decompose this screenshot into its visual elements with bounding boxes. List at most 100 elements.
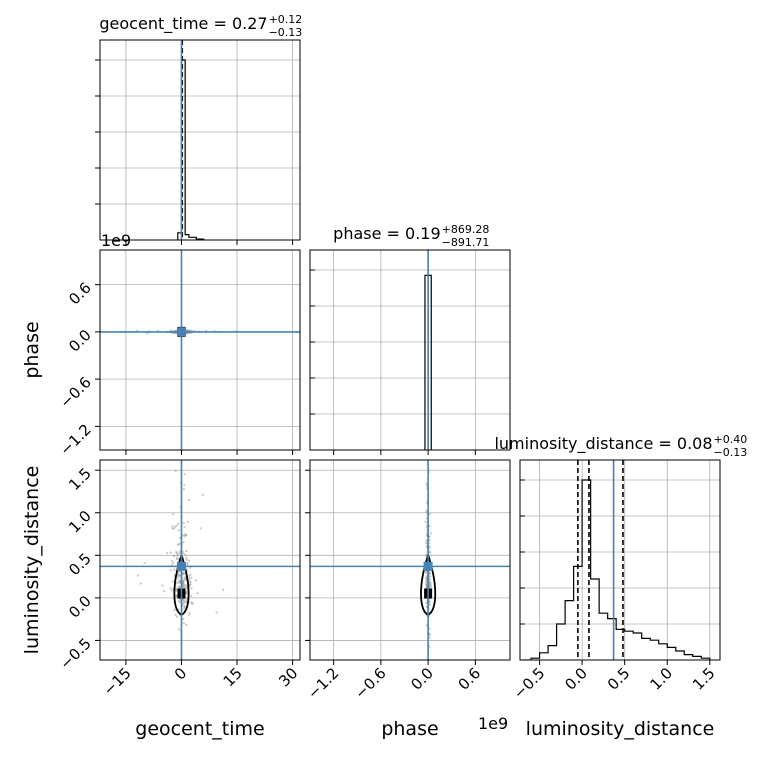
scatter-point [424,577,427,580]
scatter-point [175,557,178,560]
scatter-point [146,332,149,335]
scatter-point [175,589,178,592]
axes-frame [309,249,511,451]
scatter-point [188,577,191,580]
scatter-point [429,575,432,578]
scatter-point [175,581,178,584]
scatter-point [182,521,185,525]
scatter-point [178,551,181,555]
scatter-point [186,520,190,523]
x-label-geocent-time: geocent_time [135,718,264,740]
scatter-point [183,583,187,586]
scatter-point [425,484,428,487]
y-tick-label-phase: 0.0 [65,326,95,356]
scatter-point [428,546,431,549]
scatter-point [424,580,428,583]
x-tick-label-geocent_time: −15 [100,664,135,699]
scatter-point [176,543,179,546]
scatter-point [183,604,186,607]
panel-geocent_time-phase [100,250,300,450]
x-label-luminosity-distance: luminosity_distance [526,718,715,740]
scatter-point [177,581,180,584]
scatter-point [161,584,164,587]
scatter-point [171,580,174,583]
truth-marker [423,561,433,571]
y-tick-label-phase: 0.6 [65,279,95,309]
y-tick-label-phase: −1.2 [56,420,94,458]
scatter-point [190,587,193,590]
scatter-point [428,581,432,584]
x-tick-label-luminosity_distance: 1.5 [689,664,719,694]
scatter-point [162,590,166,593]
scatter-point [222,588,225,591]
scatter-point [143,561,146,565]
x-tick-label-luminosity_distance: −0.5 [510,664,548,702]
scatter-point [176,576,180,579]
scatter-point [185,550,188,553]
scatter-point [183,483,186,487]
title-plus-phase: +869.28 [442,223,490,236]
title-minus-luminosity_distance: −0.13 [714,446,748,459]
scatter-point [189,594,193,597]
axes-frame [309,459,511,661]
axes-frame [99,39,301,241]
scatter-point [171,560,174,563]
scatter-point [172,554,175,557]
scatter-point [199,527,202,530]
scatter-point [183,473,186,476]
scatter-point [183,553,187,556]
scatter-point [182,487,185,491]
y-tick-label-luminosity_distance: 0.5 [65,549,95,579]
scatter-point [182,617,185,621]
x-tick-label-luminosity_distance: 0.5 [604,664,634,694]
truth-marker [176,561,186,571]
scatter-point [174,525,177,528]
scatter-point [201,493,204,496]
scatter-point [185,623,188,626]
scatter-point [177,579,181,582]
title-minus-geocent_time: −0.13 [269,26,303,39]
scatter-point [177,557,180,561]
scatter-point [173,527,176,530]
x-tick-label-luminosity_distance: 1.0 [646,664,676,694]
scatter-point [185,601,188,604]
title-plus-geocent_time: +0.12 [269,13,303,26]
scatter-point [188,613,191,616]
scatter-point [185,558,188,561]
scatter-point [139,582,142,585]
scatter-point [181,534,185,537]
title-plus-luminosity_distance: +0.40 [714,433,748,446]
scatter-point [188,559,191,562]
scatter-point [190,576,193,579]
scatter-point [428,636,431,639]
scatter-point [182,551,185,555]
scatter-point [174,551,178,554]
offset-label-bottom: 1e9 [478,714,508,733]
scatter-point [136,574,140,577]
y-tick-label-phase: −0.6 [56,373,94,411]
scatter-point [171,525,174,528]
scatter-point [178,574,181,578]
scatter-point [424,601,428,604]
x-label-phase: phase [381,718,438,740]
scatter-point [166,552,169,555]
x-tick-label-luminosity_distance: 0.0 [561,664,591,694]
scatter-point [188,583,192,586]
y-tick-label-luminosity_distance: 1.5 [65,464,95,494]
scatter-point [169,569,172,572]
x-tick-label-phase: −1.2 [304,664,342,702]
scatter-point [173,568,176,571]
scatter-point [428,603,432,606]
panel-phase-luminosity_distance [310,460,510,660]
scatter-point [183,525,186,529]
y-label-luminosity-distance: luminosity_distance [21,466,43,655]
truth-marker [176,327,186,337]
x-tick-label-geocent_time: 30 [275,664,301,690]
x-tick-label-phase: 0.0 [407,664,437,694]
scatter-point [194,579,198,582]
scatter-point [428,512,432,516]
x-tick-label-geocent_time: 0 [171,664,190,683]
x-tick-label-phase: 0.6 [455,664,485,694]
scatter-point [428,577,431,580]
